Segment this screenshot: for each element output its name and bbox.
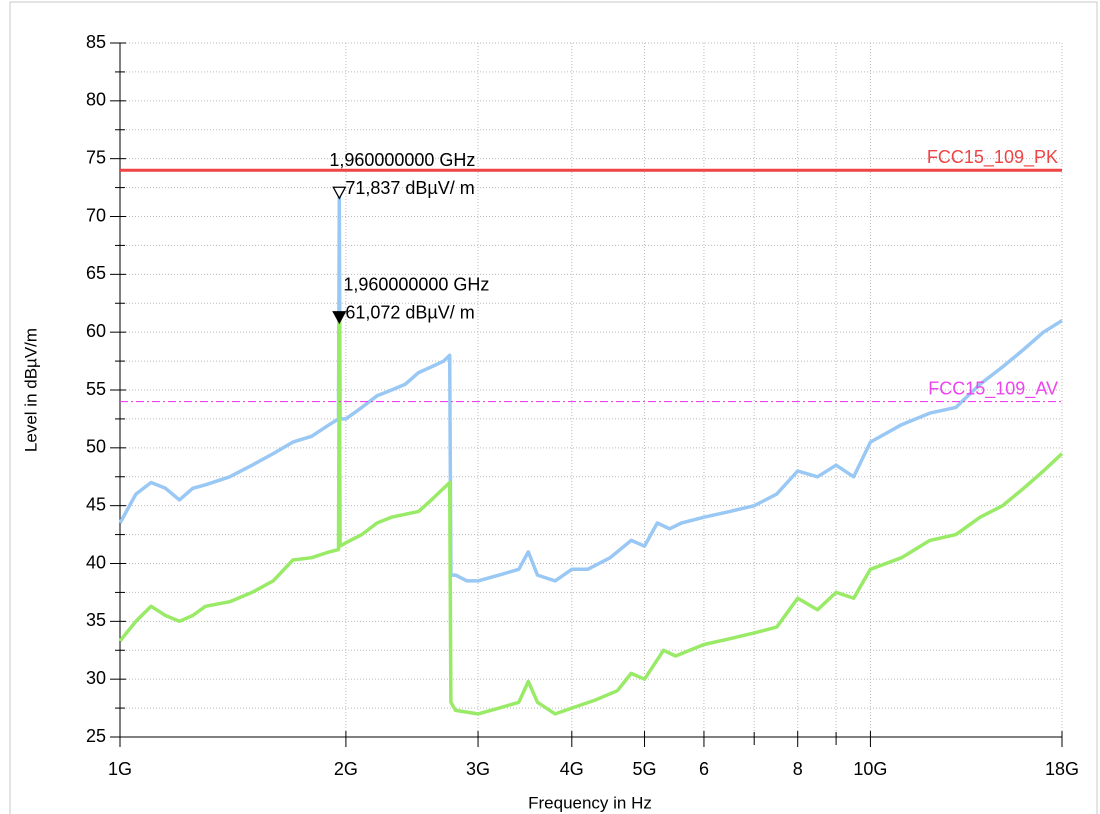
y-tick-label: 35 [86,610,106,630]
limit-label: FCC15_109_PK [927,147,1058,168]
trace [118,318,1064,716]
y-tick-label: 45 [86,494,106,514]
y-tick-label: 75 [86,147,106,167]
y-tick-label: 30 [86,668,106,688]
y-tick-label: 70 [86,205,106,225]
y-tick-label: 50 [86,437,106,457]
limit-label: FCC15_109_AV [928,378,1058,399]
y-tick-label: 40 [86,552,106,572]
x-tick-label: 18G [1045,759,1079,779]
y-tick-label: 85 [86,32,106,52]
marker [332,311,347,325]
y-tick-label: 25 [86,726,106,746]
x-tick-label: 3G [466,759,490,779]
x-tick-label: 8 [793,759,803,779]
x-tick-label: 2G [334,759,358,779]
x-tick-label: 5G [633,759,657,779]
marker-freq: 1,960000000 GHz [329,150,475,170]
x-tick-label: 6 [699,759,709,779]
x-axis-label: Frequency in Hz [528,793,652,812]
x-tick-label: 10G [853,759,887,779]
x-tick-label: 4G [560,759,584,779]
marker-level: 61,072 dBµV/ m [345,303,474,323]
marker-level: 71,837 dBµV/ m [345,178,474,198]
y-tick-label: 55 [86,379,106,399]
marker-freq: 1,960000000 GHz [343,275,489,295]
y-tick-label: 65 [86,263,106,283]
y-tick-label: 80 [86,90,106,110]
y-axis-label: Level in dBµV/m [21,328,40,452]
y-tick-label: 60 [86,321,106,341]
x-tick-label: 1G [108,759,132,779]
trace [118,193,1063,583]
frame [9,1,1098,814]
marker [332,186,347,200]
